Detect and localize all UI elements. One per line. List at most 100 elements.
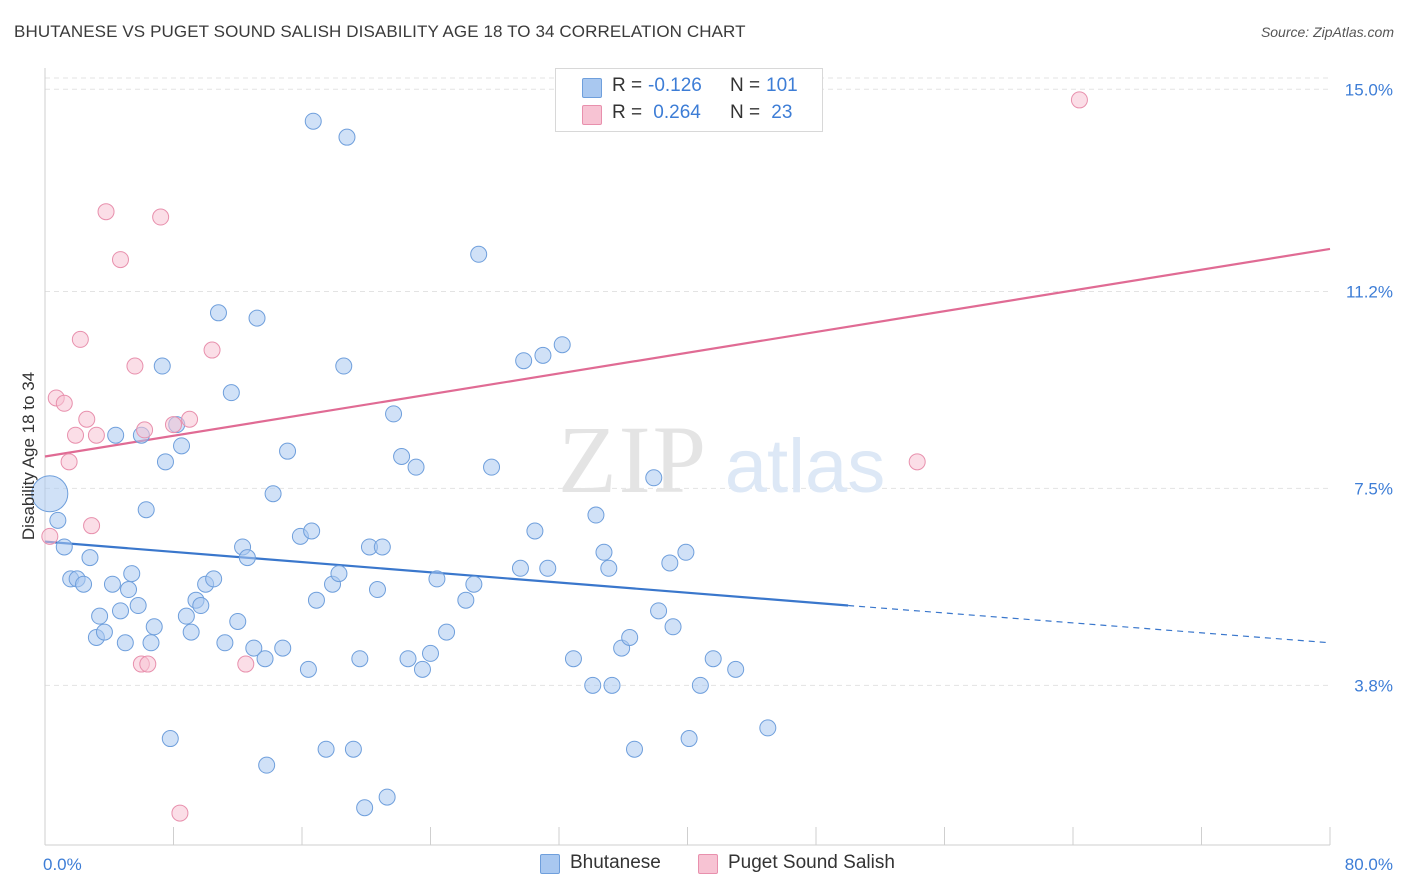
- point-bhutanese: [338, 128, 356, 146]
- point-bhutanese: [245, 639, 263, 657]
- y-tick-label: 15.0%: [1345, 80, 1393, 99]
- point-bhutanese: [137, 501, 155, 519]
- point-bhutanese: [229, 612, 247, 630]
- point-puget-sound-salish: [171, 804, 189, 822]
- legend-r-value: -0.126: [648, 75, 702, 96]
- point-puget-sound-salish: [139, 655, 157, 673]
- point-bhutanese: [55, 538, 73, 556]
- point-bhutanese: [515, 352, 533, 370]
- point-bhutanese: [595, 543, 613, 561]
- watermark-atlas: atlas: [725, 424, 886, 509]
- point-bhutanese: [274, 639, 292, 657]
- point-puget-sound-salish: [165, 416, 182, 434]
- point-bhutanese: [307, 591, 325, 609]
- point-bhutanese: [103, 575, 121, 593]
- point-bhutanese: [317, 740, 335, 758]
- point-bhutanese: [344, 740, 362, 758]
- point-bhutanese: [356, 799, 374, 817]
- point-bhutanese: [385, 405, 403, 423]
- bottom-legend-swatch-puget: [698, 854, 718, 874]
- point-bhutanese: [120, 581, 138, 599]
- chart-title: BHUTANESE VS PUGET SOUND SALISH DISABILI…: [14, 22, 746, 41]
- point-puget-sound-salish: [60, 453, 78, 471]
- point-bhutanese: [511, 559, 529, 577]
- point-puget-sound-salish: [55, 394, 73, 412]
- point-bhutanese: [31, 475, 69, 513]
- point-puget-sound-salish: [908, 453, 926, 471]
- point-bhutanese: [145, 618, 163, 636]
- point-bhutanese: [553, 336, 571, 354]
- point-bhutanese: [378, 788, 396, 806]
- data-points: [31, 91, 1088, 822]
- point-puget-sound-salish: [71, 330, 89, 348]
- point-bhutanese: [107, 426, 125, 444]
- legend-swatch-bhutanese: [582, 78, 602, 98]
- point-bhutanese: [621, 628, 639, 646]
- point-bhutanese: [49, 511, 67, 529]
- point-bhutanese: [393, 448, 411, 465]
- point-bhutanese: [123, 565, 141, 583]
- point-bhutanese: [264, 485, 282, 503]
- point-puget-sound-salish: [181, 410, 199, 428]
- source-credit: Source: ZipAtlas.com: [1260, 24, 1394, 40]
- watermark-zip: ZIP: [558, 406, 708, 513]
- point-bhutanese: [81, 549, 99, 567]
- trend-line-puget-sound-salish: [44, 247, 1331, 458]
- point-bhutanese: [600, 559, 618, 577]
- trend-lines: [44, 247, 1331, 644]
- point-bhutanese: [299, 660, 317, 678]
- point-bhutanese: [182, 623, 200, 641]
- point-bhutanese: [422, 644, 439, 662]
- y-tick-label: 7.5%: [1354, 479, 1393, 498]
- legend-r-label: R =: [612, 75, 648, 96]
- point-puget-sound-salish: [1070, 91, 1088, 109]
- point-bhutanese: [222, 384, 240, 402]
- trend-line-bhutanese: [44, 540, 849, 607]
- point-bhutanese: [564, 650, 582, 668]
- bottom-legend-label-bhutanese: Bhutanese: [570, 852, 661, 873]
- point-bhutanese: [91, 607, 109, 625]
- point-bhutanese: [373, 538, 391, 556]
- point-puget-sound-salish: [111, 251, 129, 269]
- point-bhutanese: [539, 559, 557, 577]
- point-puget-sound-salish: [41, 527, 59, 545]
- point-bhutanese: [677, 543, 695, 561]
- point-bhutanese: [407, 458, 425, 476]
- legend-swatch-puget: [582, 105, 602, 125]
- point-bhutanese: [438, 623, 456, 641]
- point-bhutanese: [279, 442, 297, 460]
- point-bhutanese: [205, 570, 223, 588]
- point-puget-sound-salish: [237, 655, 255, 673]
- point-bhutanese: [216, 634, 234, 652]
- point-bhutanese: [680, 730, 698, 748]
- point-bhutanese: [161, 730, 179, 748]
- bottom-legend-label-puget: Puget Sound Salish: [728, 852, 895, 873]
- point-bhutanese: [258, 756, 276, 774]
- point-bhutanese: [691, 676, 709, 694]
- point-bhutanese: [457, 591, 475, 609]
- point-bhutanese: [330, 565, 348, 583]
- point-puget-sound-salish: [87, 426, 105, 444]
- x-tick-label: 80.0%: [1345, 855, 1393, 874]
- point-bhutanese: [142, 634, 160, 652]
- point-bhutanese: [238, 549, 256, 567]
- point-bhutanese: [95, 623, 113, 641]
- legend-n-value: 23: [766, 102, 793, 123]
- point-bhutanese: [192, 597, 210, 615]
- point-bhutanese: [399, 650, 417, 668]
- point-puget-sound-salish: [83, 517, 101, 535]
- legend-n-label: N =: [730, 75, 766, 96]
- point-bhutanese: [75, 575, 93, 593]
- point-bhutanese: [303, 522, 321, 540]
- point-bhutanese: [587, 506, 605, 524]
- point-bhutanese: [368, 581, 386, 599]
- point-puget-sound-salish: [78, 410, 96, 428]
- y-axis-label: Disability Age 18 to 34: [19, 372, 38, 540]
- trend-line-bhutanese-extension: [848, 604, 1331, 644]
- point-puget-sound-salish: [126, 357, 144, 375]
- legend-n-label: N =: [730, 102, 766, 123]
- point-puget-sound-salish: [67, 426, 85, 444]
- point-puget-sound-salish: [203, 341, 221, 359]
- point-bhutanese: [173, 437, 191, 455]
- point-bhutanese: [256, 650, 274, 668]
